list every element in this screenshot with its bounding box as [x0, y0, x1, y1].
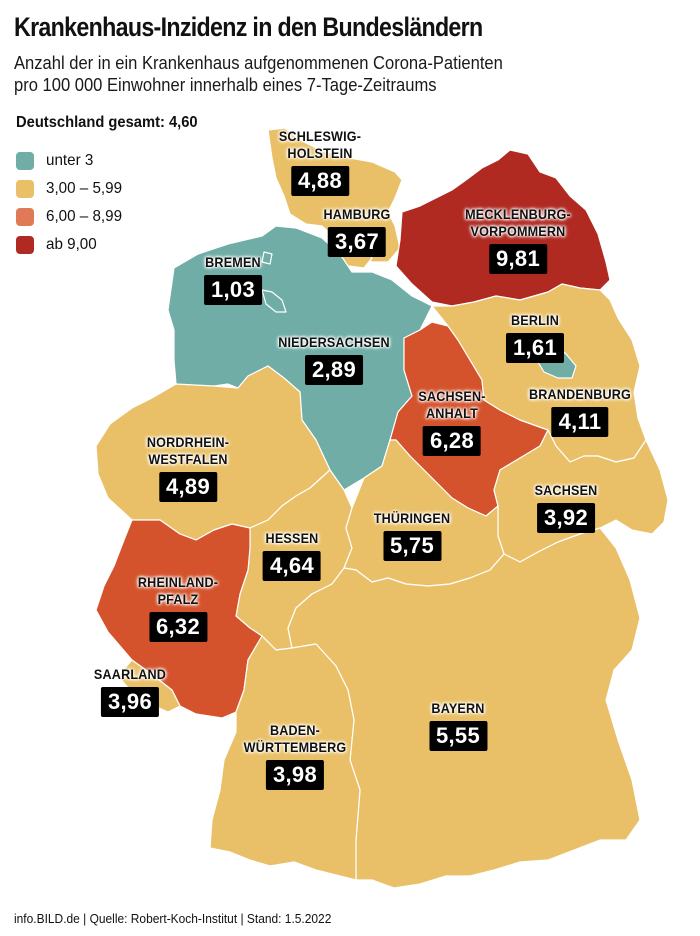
label-mecklenburg-vorpommern: MECKLENBURG- VORPOMMERN 9,81: [459, 206, 577, 274]
legend-item-low: unter 3: [16, 147, 126, 175]
value-badge: 4,11: [551, 407, 609, 437]
region-bremen[interactable]: [261, 289, 287, 313]
label-name: ANHALT: [426, 405, 478, 421]
value-badge: 4,88: [290, 166, 350, 196]
value-badge: 9,81: [488, 244, 548, 274]
label-brandenburg: BRANDENBURG 4,11: [523, 386, 636, 437]
label-niedersachsen: NIEDERSACHSEN 2,89: [272, 334, 396, 385]
label-name: THÜRINGEN: [373, 510, 451, 526]
label-bremen: BREMEN 1,03: [202, 254, 264, 305]
legend-label-low: unter 3: [46, 152, 94, 169]
label-name: BAYERN: [431, 700, 485, 716]
legend: unter 3 3,00 – 5,99 6,00 – 8,99 ab 9,00: [16, 147, 126, 259]
chart-subtitle: Anzahl der in ein Krankenhaus aufgenomme…: [14, 52, 503, 96]
label-name: HOLSTEIN: [287, 145, 353, 161]
legend-swatch-mid: [16, 180, 34, 198]
label-name: HAMBURG: [323, 206, 391, 222]
legend-item-very-high: ab 9,00: [16, 231, 126, 259]
value-badge: 3,98: [265, 760, 325, 790]
source-footer: info.BILD.de | Quelle: Robert-Koch-Insti…: [14, 911, 332, 926]
value-badge: 1,03: [203, 275, 263, 305]
label-name: WÜRTTEMBERG: [243, 739, 347, 755]
subtitle-line-1: Anzahl der in ein Krankenhaus aufgenomme…: [14, 53, 503, 73]
label-bayern: BAYERN 5,55: [428, 700, 488, 751]
label-name: SCHLESWIG-: [278, 128, 362, 144]
label-hessen: HESSEN 4,64: [262, 530, 322, 581]
legend-item-mid: 3,00 – 5,99: [16, 175, 126, 203]
value-badge: 4,64: [262, 551, 322, 581]
legend-swatch-high: [16, 208, 34, 226]
label-name: SAARLAND: [93, 666, 167, 682]
region-baden-wuerttemberg[interactable]: [209, 635, 361, 881]
label-name: VORPOMMERN: [470, 223, 566, 239]
legend-swatch-very-high: [16, 236, 34, 254]
label-saarland: SAARLAND 3,96: [90, 666, 170, 717]
label-baden-wuerttemberg: BADEN- WÜRTTEMBERG 3,98: [238, 722, 352, 790]
value-badge: 3,67: [327, 227, 387, 257]
label-thueringen: THÜRINGEN 5,75: [369, 510, 454, 561]
value-badge: 6,28: [422, 426, 482, 456]
label-name: BERLIN: [511, 312, 559, 328]
label-schleswig-holstein: SCHLESWIG- HOLSTEIN 4,88: [274, 128, 365, 196]
label-name: BADEN-: [269, 722, 321, 738]
label-name: SACHSEN-: [418, 388, 486, 404]
region-mecklenburg-vorpommern[interactable]: [395, 149, 611, 307]
chart-title: Krankenhaus-Inzidenz in den Bundesländer…: [14, 12, 483, 42]
label-name: NORDRHEIN-: [146, 434, 230, 450]
value-badge: 1,61: [505, 333, 565, 363]
label-rheinland-pfalz: RHEINLAND- PFALZ 6,32: [133, 574, 222, 642]
national-total: Deutschland gesamt: 4,60: [16, 114, 198, 131]
value-badge: 2,89: [304, 355, 364, 385]
value-badge: 3,92: [536, 503, 596, 533]
legend-label-mid: 3,00 – 5,99: [46, 180, 123, 197]
label-name: HESSEN: [265, 530, 319, 546]
value-badge: 3,96: [100, 687, 160, 717]
value-badge: 5,55: [428, 721, 488, 751]
label-hamburg: HAMBURG 3,67: [320, 206, 395, 257]
label-name: PFALZ: [157, 591, 199, 607]
value-badge: 6,32: [148, 612, 208, 642]
legend-label-very-high: ab 9,00: [46, 236, 97, 253]
label-nordrhein-westfalen: NORDRHEIN- WESTFALEN 4,89: [142, 434, 233, 502]
legend-swatch-low: [16, 152, 34, 170]
label-name: SACHSEN: [534, 482, 598, 498]
legend-label-high: 6,00 – 8,99: [46, 208, 123, 225]
region-saarland[interactable]: [117, 659, 181, 713]
label-name: BRANDENBURG: [528, 386, 632, 402]
value-badge: 5,75: [382, 531, 442, 561]
label-sachsen-anhalt: SACHSEN- ANHALT 6,28: [415, 388, 490, 456]
label-name: MECKLENBURG-: [465, 206, 571, 222]
label-berlin: BERLIN 1,61: [505, 312, 565, 363]
legend-item-high: 6,00 – 8,99: [16, 203, 126, 231]
label-name: BREMEN: [205, 254, 261, 270]
value-badge: 4,89: [158, 472, 218, 502]
region-bremerhaven[interactable]: [261, 251, 273, 265]
label-name: WESTFALEN: [148, 451, 228, 467]
label-name: NIEDERSACHSEN: [278, 334, 390, 350]
subtitle-line-2: pro 100 000 Einwohner innerhalb eines 7-…: [14, 75, 437, 95]
label-sachsen: SACHSEN 3,92: [531, 482, 601, 533]
label-name: RHEINLAND-: [137, 574, 219, 590]
